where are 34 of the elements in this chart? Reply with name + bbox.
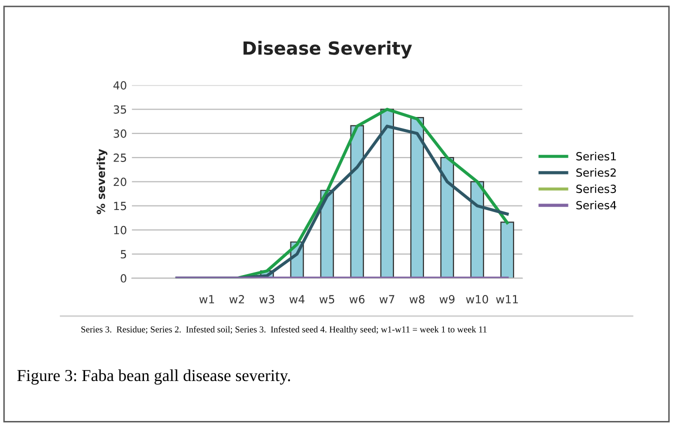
- y-tick-label: 25: [114, 154, 126, 162]
- y-axis-title: % severity: [96, 149, 108, 214]
- y-tick-label: 10: [114, 226, 126, 234]
- x-tick-label: w11: [496, 295, 518, 304]
- legend-label: Series1: [576, 152, 616, 160]
- bar: [440, 157, 454, 278]
- chart-title: Disease Severity: [244, 40, 412, 59]
- y-tick-label: 5: [120, 250, 126, 258]
- y-tick-label: 15: [114, 202, 126, 210]
- legend-label: Series4: [576, 200, 616, 210]
- x-tick-label: w5: [319, 295, 334, 304]
- text: Series 3. Residue; Series 2. Infested soil; Series 3. Infested seed 4. Healthy seed; w1-w11 = week 1 to week 11: [81, 326, 487, 334]
- x-tick-label: w4: [289, 295, 305, 304]
- x-tick-label: w10: [466, 295, 488, 304]
- legend-label: Series2: [576, 168, 616, 177]
- x-tick-label: w8: [410, 295, 424, 304]
- y-tick-label: 35: [114, 105, 126, 114]
- legend-label: Series3: [576, 184, 616, 194]
- y-tick-label: 40: [113, 81, 126, 90]
- bar: [410, 116, 424, 278]
- caption: Figure 3: Faba bean gall disease severity.: [17, 369, 290, 385]
- bar: [470, 181, 484, 278]
- bar: [350, 125, 364, 278]
- x-tick-label: w3: [259, 295, 274, 304]
- x-tick-label: w7: [380, 295, 394, 304]
- bar: [380, 108, 394, 278]
- y-tick-label: 30: [114, 129, 126, 138]
- y-tick-label: 0: [120, 274, 126, 283]
- x-tick-label: w6: [349, 295, 364, 304]
- x-tick-label: w2: [229, 295, 244, 304]
- x-tick-label: w9: [440, 295, 454, 304]
- x-tick-label: w1: [199, 295, 214, 304]
- y-tick-label: 20: [114, 178, 126, 186]
- bar: [500, 222, 514, 278]
